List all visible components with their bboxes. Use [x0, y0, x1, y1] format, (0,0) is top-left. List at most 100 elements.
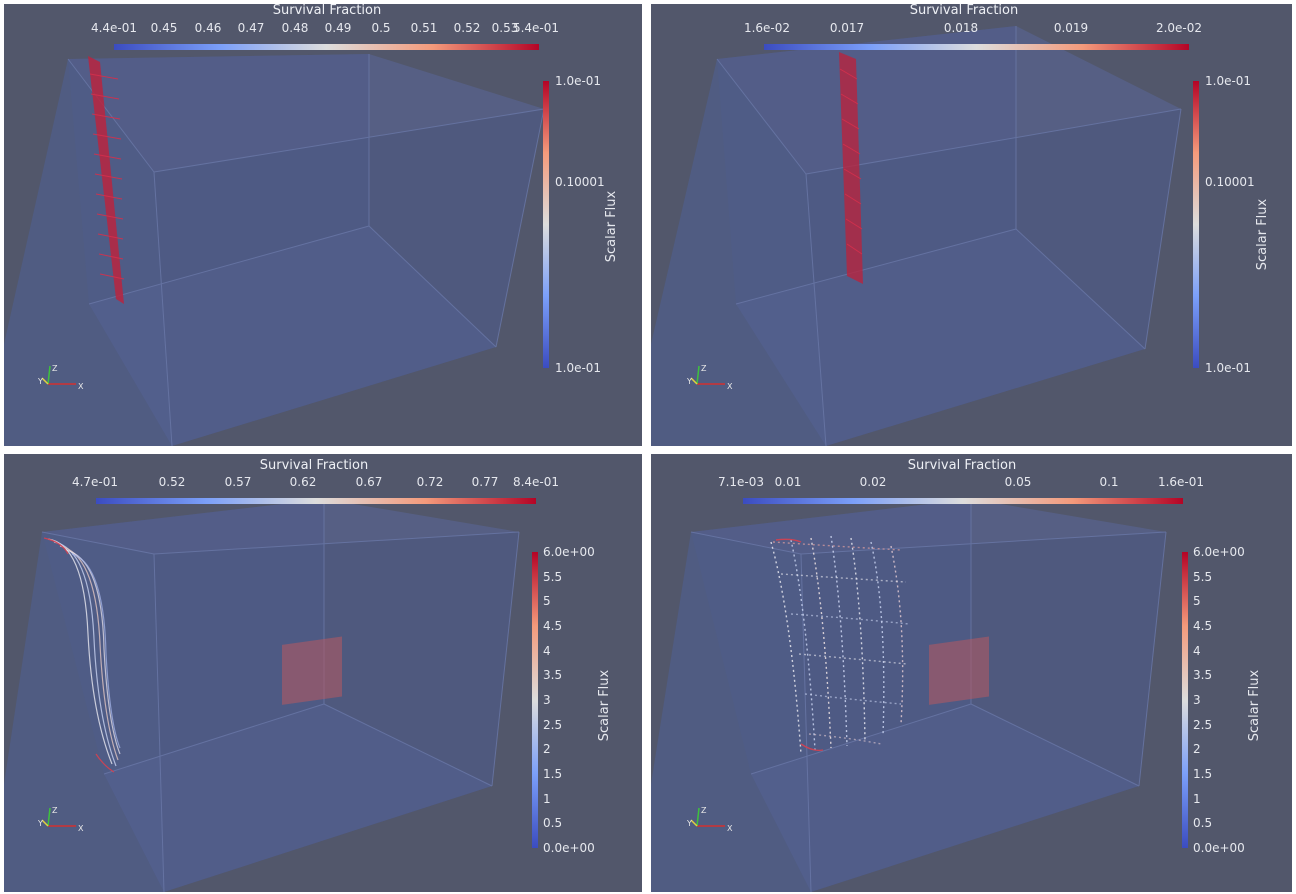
hlegend-tick: 0.62 [289, 475, 317, 489]
vlegend-tick: 3 [1193, 693, 1201, 707]
horizontal-colorbar [96, 498, 536, 504]
vertical-legend-title: Scalar Flux [604, 190, 620, 263]
vlegend-tick: 5.5 [1193, 570, 1213, 584]
orientation-axes: Z Y X [687, 806, 733, 833]
vlegend-tick: 3.5 [1193, 668, 1213, 682]
hlegend-tick: 0.017 [829, 21, 865, 35]
vlegend-tick: 2 [1193, 742, 1201, 756]
orientation-axes: Z Y X [38, 364, 84, 391]
vlegend-tick: 3.5 [543, 668, 563, 682]
hlegend-tick: 0.019 [1053, 21, 1089, 35]
vlegend-tick: 0.5 [543, 816, 563, 830]
hlegend-tick: 0.46 [194, 21, 222, 35]
flux-slab [839, 52, 863, 284]
hlegend-tick: 1.6e-01 [1157, 475, 1205, 489]
viewport-bottom-left[interactable]: Survival Fraction 4.7e-01 0.52 0.57 0.62… [4, 454, 642, 892]
vlegend-tick: 0.10001 [555, 175, 605, 189]
hlegend-tick: 0.72 [416, 475, 444, 489]
vertical-colorbar [1193, 81, 1199, 368]
orientation-axes: Z Y X [687, 364, 733, 391]
vlegend-tick: 1 [1193, 792, 1201, 806]
horizontal-legend-title: Survival Fraction [909, 4, 1019, 18]
vlegend-tick: 6.0e+00 [543, 545, 595, 559]
vlegend-tick: 0.0e+00 [1193, 841, 1245, 855]
hlegend-tick: 0.53 [491, 21, 519, 35]
vlegend-tick: 1.5 [1193, 767, 1213, 781]
vlegend-tick: 0.10001 [1205, 175, 1255, 189]
vertical-colorbar [543, 81, 549, 368]
box-scene [651, 499, 1167, 892]
hlegend-tick: 0.01 [774, 475, 802, 489]
vertical-legend-title: Scalar Flux [597, 669, 613, 742]
hlegend-tick: 0.05 [1004, 475, 1032, 489]
flux-slab [88, 56, 125, 304]
hlegend-tick: 0.47 [237, 21, 265, 35]
hlegend-tick: 1.6e-02 [743, 21, 791, 35]
vlegend-tick: 4 [543, 644, 551, 658]
axis-z-label: Z [701, 806, 707, 815]
vlegend-tick: 6.0e+00 [1193, 545, 1245, 559]
axis-x-label: X [78, 824, 84, 833]
box-scene [4, 499, 520, 892]
axis-y-label: Y [687, 377, 692, 386]
horizontal-legend-title: Survival Fraction [907, 458, 1017, 473]
horizontal-legend-title: Survival Fraction [272, 4, 382, 18]
axis-x-label: X [727, 382, 733, 391]
hlegend-tick: 0.1 [1099, 475, 1119, 489]
hlegend-tick: 0.5 [371, 21, 391, 35]
hlegend-tick: 8.4e-01 [512, 475, 560, 489]
hlegend-tick: 0.52 [453, 21, 481, 35]
hlegend-tick: 4.4e-01 [90, 21, 138, 35]
vlegend-tick: 1.5 [543, 767, 563, 781]
axis-y-label: Y [38, 819, 43, 828]
vertical-legend-title: Scalar Flux [1247, 669, 1263, 742]
vlegend-tick: 1.0e-01 [1205, 74, 1252, 88]
vlegend-tick: 0.5 [1193, 816, 1213, 830]
hlegend-tick: 0.77 [471, 475, 499, 489]
viewport-top-right[interactable]: Survival Fraction 1.6e-02 0.017 0.018 0.… [651, 4, 1292, 446]
axis-y-label: Y [38, 377, 43, 386]
vlegend-tick: 4 [1193, 644, 1201, 658]
box-scene [651, 26, 1182, 446]
vlegend-tick: 1.0e-01 [1205, 361, 1252, 375]
hlegend-tick: 0.49 [324, 21, 352, 35]
vlegend-tick: 2.5 [1193, 718, 1213, 732]
hlegend-tick: 0.018 [943, 21, 979, 35]
vlegend-tick: 5 [1193, 594, 1201, 608]
hlegend-tick: 0.57 [224, 475, 252, 489]
vlegend-tick: 5.5 [543, 570, 563, 584]
viewport-top-left[interactable]: Survival Fraction 4.4e-01 0.45 0.46 0.47… [4, 4, 642, 446]
vlegend-tick: 1.0e-01 [555, 74, 602, 88]
viewport-bottom-right[interactable]: Survival Fraction 7.1e-03 0.01 0.02 0.05… [651, 454, 1292, 892]
vertical-legend-title: Scalar Flux [1255, 198, 1271, 271]
hlegend-tick: 0.48 [281, 21, 309, 35]
source-region [929, 636, 989, 705]
hlegend-tick: 0.67 [355, 475, 383, 489]
vlegend-tick: 0.0e+00 [543, 841, 595, 855]
orientation-axes: Z Y X [38, 806, 84, 833]
flux-particles [770, 535, 910, 755]
vlegend-tick: 4.5 [543, 619, 563, 633]
source-region [282, 636, 342, 705]
vlegend-tick: 5 [543, 594, 551, 608]
vertical-colorbar [1182, 552, 1188, 848]
hlegend-tick: 4.7e-01 [71, 475, 119, 489]
horizontal-colorbar [114, 44, 539, 50]
axis-z-label: Z [52, 364, 58, 373]
axis-z-label: Z [701, 364, 707, 373]
vertical-colorbar [532, 552, 538, 848]
vlegend-tick: 1 [543, 792, 551, 806]
horizontal-colorbar [743, 498, 1183, 504]
vlegend-tick: 2.5 [543, 718, 563, 732]
axis-z-label: Z [52, 806, 58, 815]
vlegend-tick: 1.0e-01 [555, 361, 602, 375]
hlegend-tick: 7.1e-03 [717, 475, 765, 489]
vlegend-tick: 3 [543, 693, 551, 707]
horizontal-colorbar [764, 44, 1189, 50]
hlegend-tick: 0.45 [150, 21, 178, 35]
vlegend-tick: 4.5 [1193, 619, 1213, 633]
flux-particles [43, 537, 121, 773]
vlegend-tick: 2 [543, 742, 551, 756]
axis-x-label: X [78, 382, 84, 391]
axis-x-label: X [727, 824, 733, 833]
